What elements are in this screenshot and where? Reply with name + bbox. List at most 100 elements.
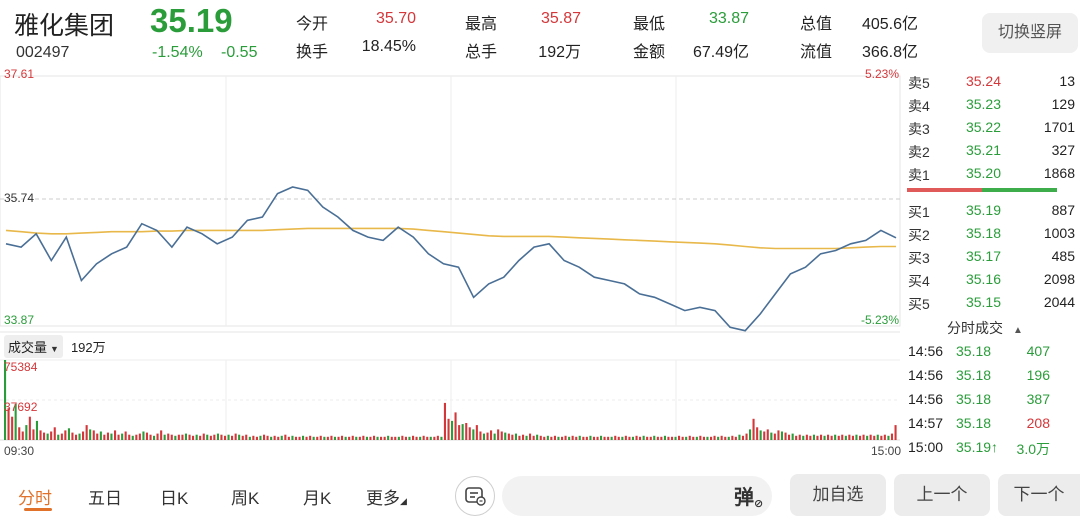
volume-bar [603, 436, 606, 440]
volume-bar [153, 435, 156, 440]
ask-row: 卖2 35.21 327 [908, 142, 1075, 160]
volume-bar [610, 436, 613, 440]
volume-bar [529, 433, 532, 440]
volume-bar [224, 435, 227, 440]
sort-up-icon[interactable]: ▲ [1013, 325, 1023, 336]
volume-bar [259, 435, 262, 440]
volume-bar [749, 429, 752, 440]
volume-bar [114, 430, 117, 440]
volume-bar [770, 432, 773, 440]
volume-bar [656, 436, 659, 440]
tab-weekly-k[interactable]: 周K [231, 489, 260, 508]
tab-five-day[interactable]: 五日 [88, 489, 122, 508]
danmu-toggle-button[interactable]: 弹⊘ [734, 487, 764, 510]
change-percent: -1.54% [152, 44, 203, 61]
volume-bar [121, 433, 124, 440]
comment-list-button[interactable] [455, 476, 495, 516]
volume-bar [752, 418, 755, 440]
volume-bar [227, 434, 230, 440]
order-book: 卖5 35.24 13 卖4 35.23 129 卖3 35.22 1701 卖2 35.21… [903, 64, 1080, 460]
volume-bar [805, 434, 808, 440]
volume-bar [454, 412, 457, 440]
volume-bar [575, 436, 578, 440]
volume-bar [447, 418, 450, 440]
volume-bar [720, 435, 723, 440]
volume-bar [149, 434, 152, 440]
volume-bar [678, 435, 681, 440]
intraday-chart[interactable]: 37.61 5.23% 35.74 33.87 -5.23% 成交量 ▼ 192万… [0, 64, 903, 460]
volume-bar [475, 425, 478, 440]
tab-daily-k[interactable]: 日K [160, 489, 189, 508]
volume-bar [234, 433, 237, 440]
volume-bar [490, 430, 493, 440]
volume-bar [138, 433, 141, 440]
trade-row: 14:56 35.18 196 [908, 367, 1050, 383]
trades-title[interactable]: 分时成交 ▲ [947, 320, 1023, 336]
volume-bar [14, 403, 17, 440]
volume-bar [724, 436, 727, 440]
volume-bar [482, 433, 485, 440]
volume-bar [660, 436, 663, 440]
volume-bar [486, 432, 489, 440]
next-stock-button[interactable]: 下一个 [998, 474, 1080, 516]
volume-bar [802, 435, 805, 440]
volume-bar [820, 434, 823, 440]
volume-bar [362, 435, 365, 440]
volume-bar [53, 427, 56, 440]
volume-bar [270, 436, 273, 440]
volume-bar [798, 434, 801, 440]
volume-bar [777, 430, 780, 440]
volume-bar [199, 435, 202, 440]
volume-bar [351, 435, 354, 440]
volume-indicator-select[interactable]: 成交量 ▼ [4, 334, 63, 358]
volume-bar [302, 435, 305, 440]
comment-input[interactable] [502, 476, 772, 516]
volume-bar [738, 434, 741, 440]
volume-bar [543, 436, 546, 440]
volume-bar [238, 434, 241, 440]
volume-bar [791, 433, 794, 440]
volume-max-label: 75384 [4, 360, 38, 374]
average-price-line [5, 227, 896, 250]
volume-bar [734, 436, 737, 440]
volume-bar [21, 431, 24, 440]
volume-bar [851, 435, 854, 440]
volume-bar [582, 436, 585, 440]
volume-bar [812, 434, 815, 440]
tab-intraday[interactable]: 分时 [18, 489, 52, 508]
add-watchlist-button[interactable]: 加自选 [790, 474, 886, 516]
volume-bar [465, 423, 468, 440]
volume-bar [649, 436, 652, 440]
volume-bar [64, 430, 67, 440]
volume-bar [28, 416, 31, 440]
volume-bar [809, 435, 812, 440]
volume-bar [795, 435, 798, 440]
volume-bar [596, 436, 599, 440]
volume-bar [883, 434, 886, 440]
active-tab-indicator [24, 508, 52, 511]
tab-more[interactable]: 更多◢ [366, 489, 407, 508]
volume-bar [500, 431, 503, 440]
prev-stock-button[interactable]: 上一个 [894, 474, 990, 516]
volume-bar [873, 435, 876, 440]
switch-portrait-button[interactable]: 切换竖屏 [982, 13, 1078, 53]
volume-bar [713, 435, 716, 440]
volume-bar [380, 436, 383, 440]
volume-bar [330, 435, 333, 440]
tab-monthly-k[interactable]: 月K [303, 489, 332, 508]
volume-bar [348, 436, 351, 440]
volume-bar [607, 436, 610, 440]
volume-bar [859, 435, 862, 440]
volume-bar [89, 429, 92, 440]
volume-bar [245, 434, 248, 440]
volume-bar [39, 430, 42, 440]
volume-bar [213, 434, 216, 440]
volume-bar [642, 435, 645, 440]
volume-bar [550, 436, 553, 440]
volume-bar [692, 436, 695, 440]
volume-bar [564, 435, 567, 440]
volume-bar [788, 434, 791, 440]
volume-bar [539, 435, 542, 440]
volume-bar [103, 434, 106, 440]
volume-bar [436, 435, 439, 440]
